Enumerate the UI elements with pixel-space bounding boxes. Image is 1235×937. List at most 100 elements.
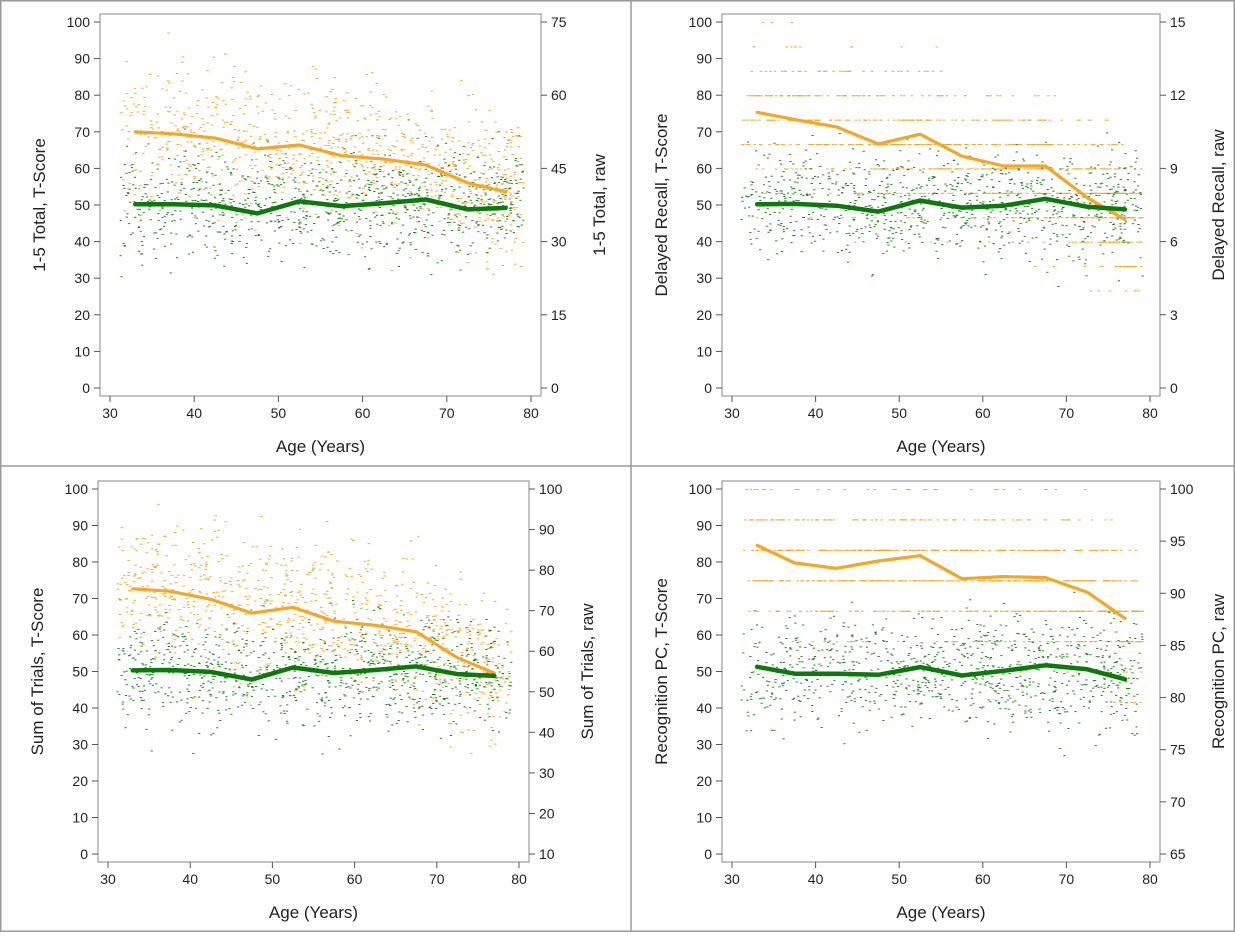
scatter-point-raw: [442, 644, 445, 645]
scatter-point-raw: [193, 176, 196, 177]
scatter-point-raw: [522, 242, 525, 243]
scatter-point-tscore: [282, 656, 284, 657]
scatter-point-tscore: [139, 209, 141, 210]
scatter-point-tscore: [806, 195, 808, 196]
scatter-point-raw: [494, 601, 497, 602]
scatter-point-tscore: [138, 251, 140, 252]
scatter-point-tscore: [986, 228, 988, 229]
scatter-point-tscore: [422, 252, 424, 253]
scatter-point-raw: [336, 195, 339, 196]
scatter-point-raw: [746, 144, 749, 145]
scatter-point-tscore: [265, 198, 267, 199]
scatter-point-tscore: [132, 233, 134, 234]
scatter-point-raw: [237, 605, 240, 606]
scatter-point-tscore: [501, 194, 503, 195]
scatter-point-tscore: [248, 229, 250, 230]
scatter-point-raw: [279, 150, 282, 151]
scatter-point-tscore: [224, 204, 226, 205]
scatter-point-raw: [458, 604, 461, 605]
scatter-point-tscore: [427, 195, 429, 196]
scatter-point-raw: [335, 120, 338, 121]
scatter-point-tscore: [822, 239, 824, 240]
scatter-point-tscore: [1114, 173, 1116, 174]
scatter-point-raw: [180, 616, 183, 617]
scatter-point-raw: [974, 168, 977, 169]
scatter-point-tscore: [167, 183, 169, 184]
scatter-point-raw: [281, 192, 284, 193]
scatter-point-tscore: [1035, 237, 1037, 238]
scatter-point-raw: [361, 659, 364, 660]
scatter-point-raw: [376, 150, 379, 151]
scatter-point-raw: [1044, 120, 1047, 121]
scatter-point-raw: [167, 617, 170, 618]
scatter-point-tscore: [521, 172, 523, 173]
scatter-point-tscore: [490, 643, 492, 644]
scatter-point-raw: [352, 164, 355, 165]
scatter-point-tscore: [167, 191, 169, 192]
scatter-point-raw: [349, 640, 352, 641]
scatter-point-tscore: [231, 205, 233, 206]
scatter-point-raw: [441, 183, 444, 184]
scatter-point-raw: [205, 569, 208, 570]
scatter-point-raw: [246, 573, 249, 574]
scatter-point-tscore: [325, 180, 327, 181]
scatter-point-tscore: [244, 207, 246, 208]
scatter-point-tscore: [953, 160, 955, 161]
scatter-point-raw: [794, 46, 797, 47]
y-right-tick-label: 6: [1170, 234, 1178, 250]
scatter-point-raw: [996, 95, 999, 96]
scatter-point-raw: [755, 168, 758, 169]
scatter-point-tscore: [999, 192, 1001, 193]
scatter-point-raw: [131, 610, 134, 611]
scatter-point-raw: [403, 155, 406, 156]
scatter-point-raw: [193, 563, 196, 564]
scatter-point-tscore: [362, 244, 364, 245]
scatter-point-tscore: [868, 171, 870, 172]
scatter-point-tscore: [448, 703, 450, 704]
scatter-point-tscore: [934, 193, 936, 194]
scatter-point-raw: [239, 683, 242, 684]
scatter-point-raw: [271, 110, 274, 111]
scatter-point-raw: [370, 91, 373, 92]
scatter-point-raw: [121, 129, 124, 130]
scatter-point-tscore: [1029, 261, 1031, 262]
scatter-point-tscore: [792, 193, 794, 194]
scatter-point-tscore: [798, 200, 800, 201]
scatter-point-raw: [797, 71, 800, 72]
scatter-point-tscore: [303, 181, 305, 182]
scatter-point-raw: [287, 618, 290, 619]
scatter-point-raw: [395, 620, 398, 621]
scatter-point-raw: [242, 580, 245, 581]
scatter-point-tscore: [313, 223, 315, 224]
scatter-point-tscore: [829, 201, 831, 202]
scatter-point-raw: [383, 618, 386, 619]
scatter-point-tscore: [329, 251, 331, 252]
scatter-point-raw: [324, 556, 327, 557]
scatter-point-raw: [505, 251, 508, 252]
scatter-point-raw: [298, 182, 301, 183]
scatter-point-tscore: [504, 179, 506, 180]
scatter-point-tscore: [269, 197, 271, 198]
scatter-point-raw: [244, 105, 247, 106]
scatter-point-tscore: [491, 177, 493, 178]
scatter-point-tscore: [858, 197, 860, 198]
scatter-point-tscore: [954, 180, 956, 181]
scatter-point-tscore: [374, 174, 376, 175]
scatter-point-raw: [435, 625, 438, 626]
scatter-point-tscore: [504, 237, 506, 238]
scatter-point-tscore: [213, 185, 215, 186]
scatter-point-raw: [477, 629, 480, 630]
scatter-point-raw: [290, 633, 293, 634]
scatter-point-raw: [154, 657, 157, 658]
scatter-point-raw: [911, 95, 914, 96]
scatter-point-tscore: [177, 664, 179, 665]
scatter-point-raw: [486, 178, 489, 179]
scatter-point-tscore: [271, 184, 273, 185]
scatter-point-raw: [420, 197, 423, 198]
scatter-point-tscore: [258, 221, 260, 222]
scatter-point-tscore: [218, 156, 220, 157]
scatter-point-raw: [361, 154, 364, 155]
scatter-point-tscore: [1017, 228, 1019, 229]
scatter-point-raw: [1010, 144, 1013, 145]
scatter-point-raw: [365, 184, 368, 185]
